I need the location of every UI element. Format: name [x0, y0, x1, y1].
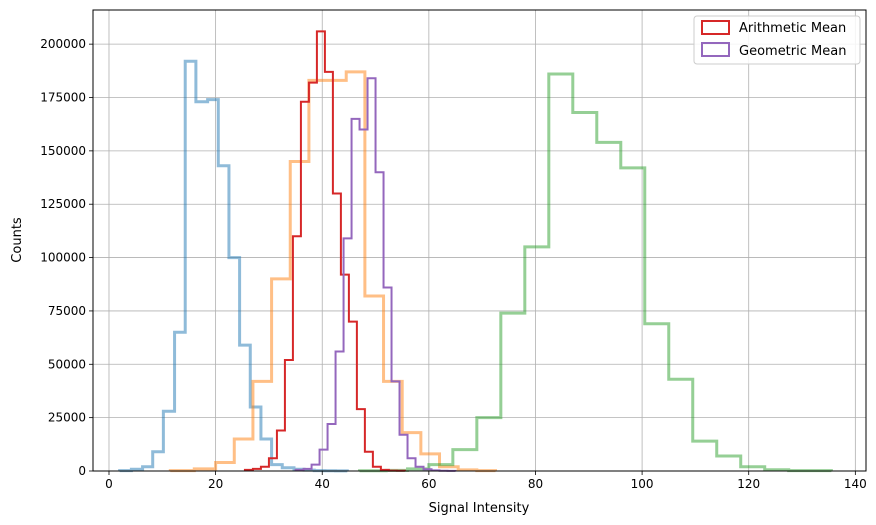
legend-box	[693, 15, 861, 65]
x-tick-label-80: 80	[528, 477, 543, 491]
plot-frame	[92, 9, 867, 472]
y-tick-label-0: 0	[78, 464, 86, 478]
y-axis-ticks: 0 25000 50000 75000 100000 125000 150000 175000…	[40, 37, 93, 478]
histogram-step-arithmetic-mean	[243, 30, 406, 472]
legend: Arithmetic Mean Geometric Mean	[693, 15, 861, 65]
grid-lines	[93, 10, 866, 472]
y-axis-label: Counts	[10, 217, 25, 263]
legend-swatch-geometric-mean	[701, 42, 730, 57]
y-tick-label-150000: 150000	[40, 144, 86, 158]
histogram-series-layer	[118, 30, 833, 473]
x-tick-label-100: 100	[631, 477, 654, 491]
histogram-step-series-2	[168, 70, 497, 473]
x-tick-label-40: 40	[315, 477, 330, 491]
histogram-step-series-1	[118, 59, 349, 473]
y-tick-label-100000: 100000	[40, 251, 86, 265]
x-tick-label-0: 0	[105, 477, 113, 491]
x-tick-label-120: 120	[737, 477, 760, 491]
y-tick-label-125000: 125000	[40, 197, 86, 211]
x-axis-ticks: 0 20 40 60 80 100 120 140	[105, 471, 867, 491]
legend-swatch-arithmetic-mean	[701, 20, 730, 35]
y-tick-label-75000: 75000	[48, 304, 86, 318]
y-tick-label-175000: 175000	[40, 91, 86, 105]
x-axis-label: Signal Intensity	[429, 501, 530, 516]
histogram-step-series-3	[358, 72, 833, 473]
x-tick-label-20: 20	[208, 477, 223, 491]
histogram-step-geometric-mean	[294, 77, 457, 472]
legend-label-arithmetic-mean: Arithmetic Mean	[739, 21, 846, 36]
x-tick-label-60: 60	[421, 477, 436, 491]
y-tick-label-25000: 25000	[48, 411, 86, 425]
y-tick-label-50000: 50000	[48, 357, 86, 371]
y-tick-label-200000: 200000	[40, 37, 86, 51]
legend-label-geometric-mean: Geometric Mean	[739, 44, 846, 59]
x-tick-label-140: 140	[844, 477, 867, 491]
